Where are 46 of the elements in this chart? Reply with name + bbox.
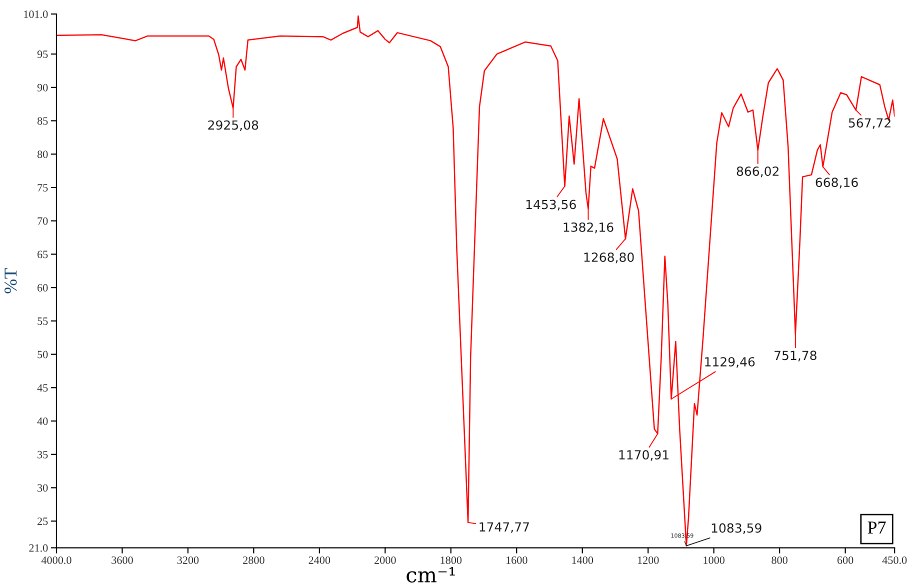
y-tick-label: 55 [38, 318, 48, 325]
x-tick-label: 600 [837, 556, 854, 564]
x-tick-label: 1000 [704, 556, 725, 564]
x-tick-label: 800 [772, 556, 788, 564]
annotation: 1747,77 [480, 522, 529, 533]
x-tick-label: 1800 [440, 556, 462, 564]
annotation: 668,16 [816, 178, 858, 188]
annotation: 1268,80 [584, 252, 634, 264]
y-tick-label: 21.0 [29, 544, 48, 552]
annotation: 751,78 [774, 350, 816, 362]
y-tick-label: 80 [37, 150, 48, 158]
y-tick-label: 70 [38, 217, 48, 225]
x-tick-label: 3200 [177, 556, 199, 564]
annotation: 866,02 [736, 166, 778, 178]
x-tick-label: 4000.0 [41, 556, 72, 564]
y-tick-label: 30 [38, 484, 48, 492]
annotation: 567,72 [848, 118, 890, 129]
y-tick-label: 40 [37, 417, 48, 425]
y-tick-label: 60 [38, 284, 48, 292]
y-tick-label: 50 [38, 350, 48, 358]
x-tick-label: 2800 [243, 556, 264, 564]
y-tick-label: 95 [37, 50, 48, 58]
annotation: 1129,46 [705, 357, 755, 368]
y-tick-label: 90 [37, 84, 48, 92]
y-tick-label: 75 [38, 184, 48, 192]
x-tick-label: 2000 [374, 556, 396, 564]
x-tick-label: 1400 [572, 556, 594, 564]
y-tick-label: 35 [38, 450, 48, 458]
x-tick-label: 450.0 [882, 556, 907, 564]
annotation: 2925,08 [208, 120, 258, 132]
x-tick-label: 1600 [506, 556, 528, 564]
y-tick-label: 101.0 [24, 10, 48, 18]
y-tick-label: 85 [37, 117, 48, 125]
annotation: 1170,91 [619, 450, 668, 461]
y-tick-label: 25 [38, 518, 48, 526]
x-tick-label: 2400 [308, 556, 330, 564]
y-axis-title: %T [4, 268, 17, 294]
annotation: P7 [868, 522, 886, 534]
annotation: 1083,59 [712, 523, 762, 534]
y-tick-label: 65 [38, 250, 48, 258]
x-tick-label: 3600 [112, 556, 133, 564]
annotation: 1453,56 [526, 200, 576, 211]
x-axis-title: cm⁻¹ [406, 567, 455, 583]
annotation: 1382,16 [564, 222, 614, 234]
x-tick-label: 1200 [638, 556, 659, 564]
y-tick-label: 45 [37, 384, 48, 392]
